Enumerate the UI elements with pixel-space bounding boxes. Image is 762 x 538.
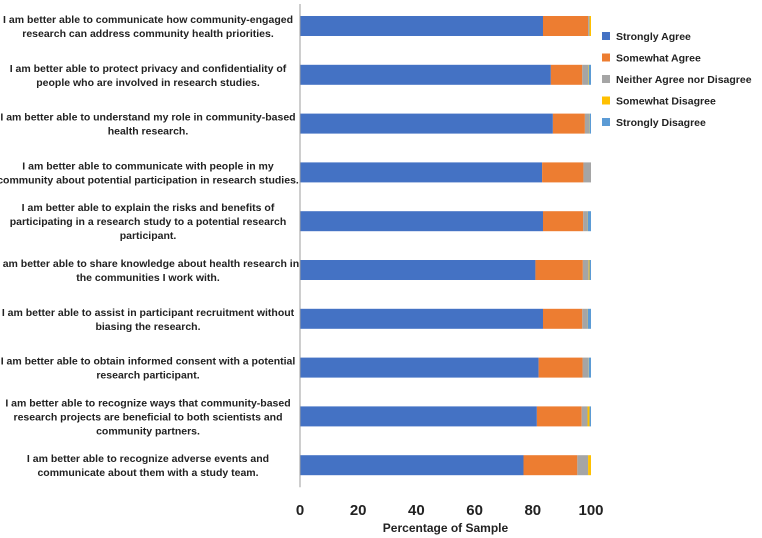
bar-segment-3-series-1 [300, 113, 553, 134]
legend-swatch-4 [602, 96, 610, 105]
bar-segment-5-series-3 [583, 211, 588, 232]
bar-segment-1-series-1 [300, 16, 543, 36]
bar-segment-1-series-3 [588, 16, 590, 36]
bar-segment-1-series-4 [589, 16, 591, 36]
x-tick-label-100: 100 [578, 502, 603, 519]
bar-segment-5-series-1 [300, 211, 543, 232]
bar-segment-6-series-3 [582, 260, 589, 280]
bar-segment-7-series-2 [542, 308, 583, 329]
x-axis-title: Percentage of Sample [383, 521, 509, 535]
legend-swatch-3 [602, 75, 610, 83]
x-tick-label-80: 80 [524, 502, 541, 519]
category-label-7-line-1: I am better able to assist in participan… [2, 307, 295, 319]
bar-segment-10-series-3 [577, 455, 589, 476]
x-tick-label-20: 20 [350, 502, 367, 519]
category-label-1-line-1: I am better able to communicate how comm… [3, 14, 293, 26]
bar-area [300, 16, 591, 476]
bar-segment-10-series-2 [523, 455, 578, 476]
legend-label-5: Strongly Disagree [616, 117, 706, 129]
category-label-4-line-1: I am better able to communicate with peo… [22, 160, 274, 172]
bar-segment-1-series-2 [542, 16, 589, 36]
legend-label-1: Strongly Agree [616, 31, 691, 43]
category-label-9-line-3: community partners. [96, 425, 200, 437]
category-label-8-line-1: I am better able to obtain informed cons… [1, 356, 296, 368]
legend-swatch-5 [602, 118, 610, 126]
bar-segment-9-series-4 [587, 406, 590, 427]
bar-segment-4-series-3 [583, 162, 591, 183]
category-label-2-line-1: I am better able to protect privacy and … [10, 63, 287, 75]
category-label-1-line-2: research can address community health pr… [22, 28, 274, 40]
bar-segment-2-series-4 [588, 64, 589, 85]
bar-segment-2-series-1 [300, 64, 551, 85]
bar-segment-6-series-1 [300, 260, 536, 280]
legend-label-3: Neither Agree nor Disagree [616, 74, 752, 86]
bar-segment-7-series-3 [582, 308, 588, 329]
category-label-5-line-2: participating in a research study to a p… [10, 216, 287, 228]
bar-segment-5-series-2 [542, 211, 584, 232]
bar-segment-5-series-5 [587, 211, 591, 232]
bar-segment-3-series-5 [589, 113, 591, 134]
bar-segment-3-series-2 [552, 113, 585, 134]
category-label-9-line-2: research projects are beneficial to both… [13, 411, 282, 423]
category-label-10-line-2: communicate about them with a study team… [37, 467, 258, 479]
category-label-3-line-1: I am better able to understand my role i… [0, 112, 295, 124]
bar-segment-10-series-4 [588, 455, 591, 476]
bar-segment-9-series-1 [300, 406, 537, 427]
bar-segment-10-series-1 [300, 455, 524, 476]
bar-segment-4-series-1 [300, 162, 543, 183]
bar-segment-6-series-5 [589, 260, 591, 280]
legend-swatch-2 [602, 53, 610, 62]
bar-segment-7-series-5 [587, 308, 591, 329]
legend-label-4: Somewhat Disagree [616, 96, 716, 108]
category-label-5-line-3: participant. [120, 230, 177, 242]
x-tick-label-0: 0 [296, 502, 304, 519]
bar-segment-3-series-3 [584, 113, 590, 134]
category-label-5-line-1: I am better able to explain the risks an… [22, 202, 275, 214]
bar-segment-8-series-1 [300, 357, 539, 378]
x-tick-label-60: 60 [466, 502, 483, 519]
bar-segment-2-series-5 [588, 64, 591, 85]
bar-segment-8-series-3 [582, 357, 589, 378]
bar-segment-9-series-5 [589, 406, 591, 427]
bar-segment-8-series-5 [588, 357, 591, 378]
category-label-10-line-1: I am better able to recognize adverse ev… [27, 453, 269, 465]
bar-segment-4-series-2 [542, 162, 584, 183]
category-labels: I am better able to communicate how comm… [0, 14, 299, 479]
bar-segment-6-series-4 [588, 260, 590, 280]
bar-segment-9-series-3 [581, 406, 588, 427]
category-label-2-line-2: people who are involved in research stud… [36, 77, 260, 89]
category-label-4-line-2: community about potential participation … [0, 174, 299, 186]
category-label-6-line-2: the communities I work with. [76, 272, 220, 284]
bar-segment-9-series-2 [536, 406, 582, 427]
bar-segment-6-series-2 [535, 260, 583, 280]
category-label-8-line-2: research participant. [96, 370, 199, 382]
category-label-3-line-2: health research. [108, 126, 189, 138]
category-label-7-line-2: biasing the research. [95, 321, 200, 333]
category-label-9-line-1: I am better able to recognize ways that … [5, 397, 290, 409]
bar-segment-2-series-2 [550, 64, 583, 85]
legend: Strongly Agree Somewhat Agree Neither Agre… [602, 31, 752, 129]
category-label-6-line-1: I am better able to share knowledge abou… [0, 258, 299, 270]
legend-swatch-1 [602, 32, 610, 40]
bar-segment-2-series-3 [582, 64, 589, 85]
legend-label-2: Somewhat Agree [616, 53, 701, 65]
bar-segment-7-series-1 [300, 308, 543, 329]
bar-segment-8-series-2 [538, 357, 583, 378]
x-axis-ticks: 0 20 40 60 80 100 [296, 502, 604, 519]
x-tick-label-40: 40 [408, 502, 425, 519]
